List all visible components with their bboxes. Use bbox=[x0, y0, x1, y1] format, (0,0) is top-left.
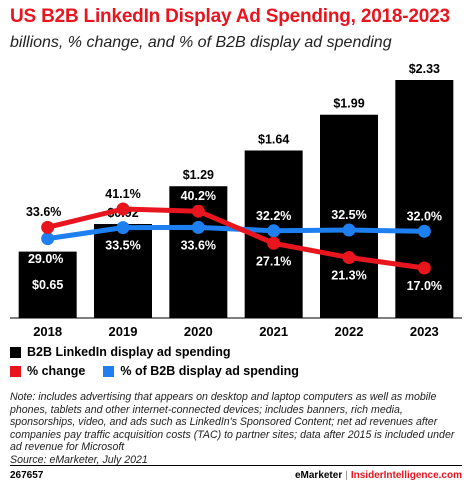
x-tick-2023: 2023 bbox=[410, 324, 439, 339]
legend-swatch-share bbox=[103, 365, 115, 377]
change-label-2019: 41.1% bbox=[105, 187, 140, 201]
bar-label-2018: $0.65 bbox=[32, 278, 63, 292]
change-label-2022: 21.3% bbox=[331, 268, 366, 282]
share-label-2022: 32.5% bbox=[331, 208, 366, 222]
chart-note: Note: includes advertising that appears … bbox=[10, 391, 462, 467]
change-label-2021: 27.1% bbox=[256, 254, 291, 268]
share-point-2021 bbox=[267, 224, 281, 238]
legend-row-2: % change % of B2B display ad spending bbox=[10, 364, 317, 378]
legend-label-spending: B2B LinkedIn display ad spending bbox=[27, 345, 231, 359]
legend-swatch-spending bbox=[10, 346, 21, 358]
change-point-2022 bbox=[342, 250, 356, 264]
share-label-2023: 32.0% bbox=[407, 209, 442, 223]
change-point-2021 bbox=[267, 236, 281, 250]
change-label-2018: 33.6% bbox=[26, 205, 61, 219]
legend-row-1: B2B LinkedIn display ad spending bbox=[10, 345, 249, 359]
legend-label-share: % of B2B display ad spending bbox=[120, 364, 299, 378]
change-label-2023: 17.0% bbox=[407, 279, 442, 293]
source-text: Source: eMarketer, July 2021 bbox=[10, 453, 148, 466]
footer-divider bbox=[10, 465, 462, 466]
legend-item-spending: B2B LinkedIn display ad spending bbox=[10, 345, 231, 359]
share-point-2022 bbox=[342, 223, 356, 237]
share-label-2020: 33.6% bbox=[181, 238, 216, 252]
change-label-2020: 40.2% bbox=[181, 189, 216, 203]
brand-emarketer: eMarketer bbox=[294, 470, 343, 481]
share-label-2018: 29.0% bbox=[28, 252, 63, 266]
share-point-2018 bbox=[41, 232, 55, 246]
change-point-2020 bbox=[191, 204, 205, 218]
bar-label-2023: $2.33 bbox=[409, 62, 440, 76]
brand-separator: | bbox=[345, 470, 348, 481]
x-tick-2020: 2020 bbox=[184, 324, 213, 339]
bar-label-2020: $1.29 bbox=[183, 168, 214, 182]
brand-insider-intelligence: InsiderIntelligence.com bbox=[350, 470, 462, 481]
change-point-2018 bbox=[41, 220, 55, 234]
x-tick-2021: 2021 bbox=[259, 324, 288, 339]
share-point-2023 bbox=[417, 224, 431, 238]
x-tick-2022: 2022 bbox=[335, 324, 364, 339]
bar-label-2021: $1.64 bbox=[258, 132, 289, 146]
x-tick-2018: 2018 bbox=[33, 324, 62, 339]
bar-2022 bbox=[320, 114, 378, 318]
chart-id: 267657 bbox=[10, 470, 44, 481]
change-point-2023 bbox=[417, 261, 431, 275]
bar-2023 bbox=[395, 80, 454, 318]
legend-item-change: % change bbox=[10, 364, 85, 378]
legend-item-share: % of B2B display ad spending bbox=[103, 364, 299, 378]
chart-subtitle: billions, % change, and % of B2B display… bbox=[10, 34, 392, 51]
legend-swatch-change bbox=[10, 365, 21, 377]
chart-title: US B2B LinkedIn Display Ad Spending, 201… bbox=[10, 6, 450, 27]
change-point-2019 bbox=[116, 202, 130, 216]
share-point-2019 bbox=[116, 221, 130, 235]
bar-2018 bbox=[18, 251, 77, 318]
footer-brand: eMarketer | InsiderIntelligence.com bbox=[295, 470, 462, 481]
share-label-2021: 32.2% bbox=[256, 209, 291, 223]
x-tick-2019: 2019 bbox=[109, 324, 138, 339]
bar-label-2022: $1.99 bbox=[333, 97, 364, 111]
legend-label-change: % change bbox=[27, 364, 86, 378]
change-line bbox=[45, 206, 427, 271]
share-point-2020 bbox=[191, 220, 205, 234]
chart-plot: $0.65$0.92$1.29$1.64$1.99$2.3333.6%41.1%… bbox=[10, 62, 462, 339]
note-text: Note: includes advertising that appears … bbox=[10, 391, 455, 454]
bar-2019 bbox=[94, 224, 152, 318]
share-label-2019: 33.5% bbox=[105, 239, 140, 253]
